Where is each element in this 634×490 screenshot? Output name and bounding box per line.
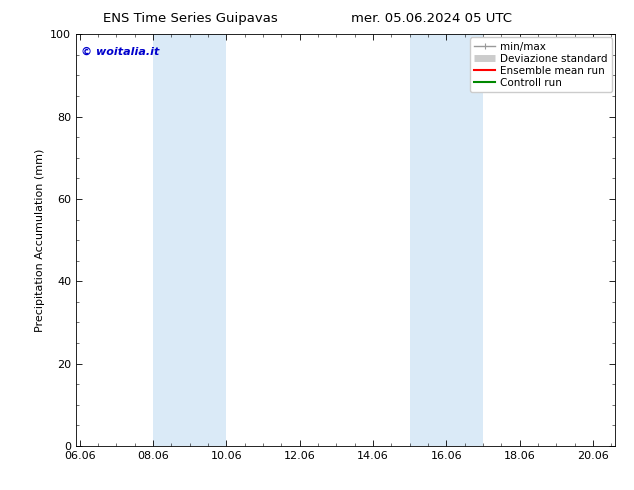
Bar (410, 34, 483, 446)
Text: mer. 05.06.2024 05 UTC: mer. 05.06.2024 05 UTC (351, 12, 512, 25)
Bar (153, 34, 226, 446)
Text: © woitalia.it: © woitalia.it (81, 47, 160, 57)
Legend: min/max, Deviazione standard, Ensemble mean run, Controll run: min/max, Deviazione standard, Ensemble m… (470, 37, 612, 92)
Y-axis label: Precipitation Accumulation (mm): Precipitation Accumulation (mm) (35, 148, 44, 332)
Text: ENS Time Series Guipavas: ENS Time Series Guipavas (103, 12, 278, 25)
